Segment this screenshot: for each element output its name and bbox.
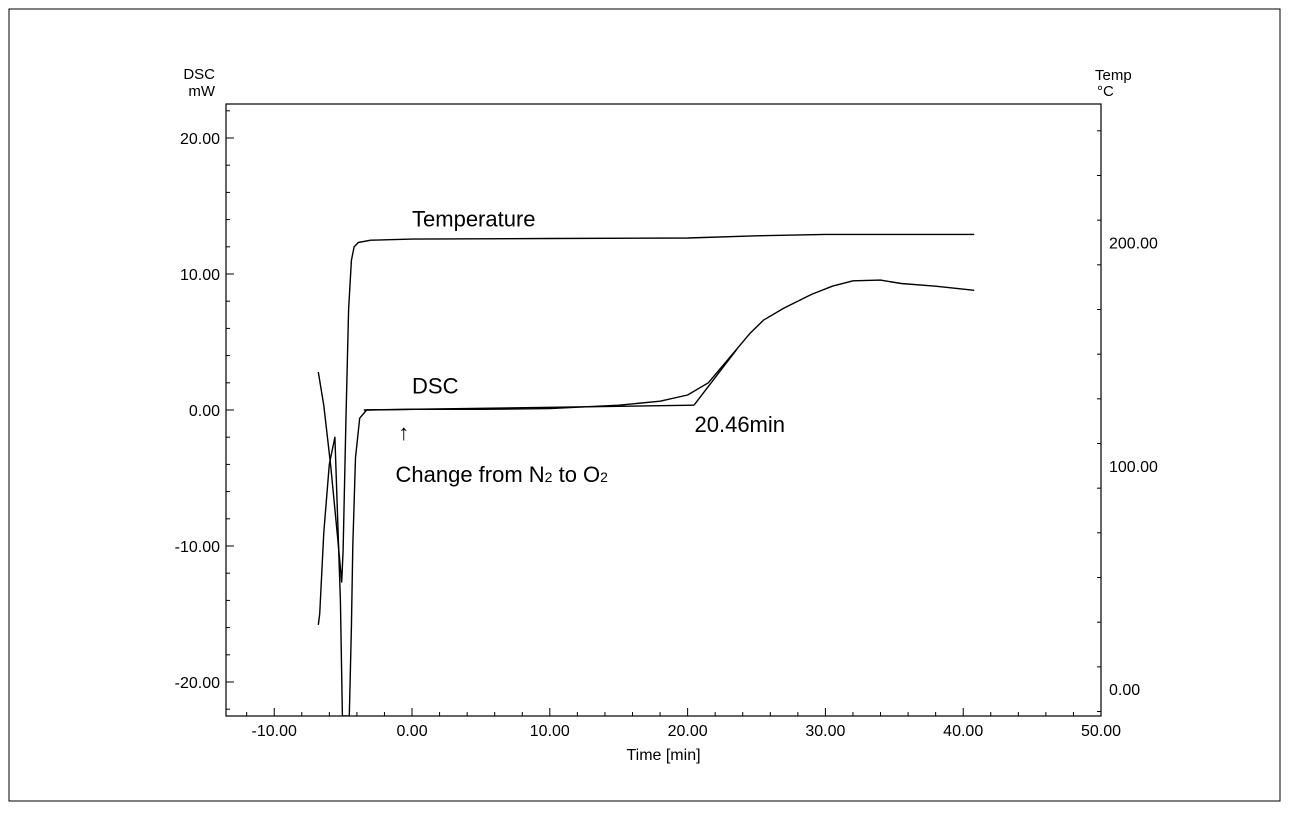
y-left-tick-label: -10.00 (175, 539, 220, 556)
annotation-label: DSC (412, 374, 459, 399)
y-left-tick-label: 10.00 (180, 267, 220, 284)
outer-frame (8, 8, 1281, 802)
y-left-axis-label: DSC (183, 66, 215, 83)
dsc-onset-tangent-line (693, 348, 738, 406)
plot-frame (225, 103, 1102, 717)
x-tick-label: 0.00 (396, 723, 427, 740)
series-layer (317, 233, 975, 716)
y-left-tick-label: -20.00 (175, 675, 220, 692)
x-tick-label: 50.00 (1081, 723, 1121, 740)
x-tick-label: 10.00 (530, 723, 570, 740)
y-right-axis-unit: °C (1097, 83, 1114, 100)
labels-layer: -10.00 0.00 10.00 20.00 30.00 40.00 50.00 20.00… (175, 66, 1158, 764)
dsc-series-line (317, 279, 975, 716)
annotation-label: Change from N2 to O2 (395, 462, 608, 487)
x-tick-label: 40.00 (943, 723, 983, 740)
x-axis-label: Time [min] (626, 747, 700, 764)
y-right-tick-label: 200.00 (1109, 235, 1158, 252)
annotation-label: Temperature (412, 206, 536, 231)
x-tick-label: -10.00 (252, 723, 297, 740)
y-left-tick-label: 0.00 (189, 403, 220, 420)
y-right-tick-label: 0.00 (1109, 682, 1140, 699)
x-tick-label: 30.00 (805, 723, 845, 740)
y-right-axis-label: Temp (1095, 67, 1132, 84)
x-tick-label: 20.00 (668, 723, 708, 740)
y-left-tick-label: 20.00 (180, 131, 220, 148)
y-left-axis-unit: mW (188, 83, 215, 100)
temperature-series-line (317, 233, 975, 583)
ticks-layer (226, 110, 1102, 716)
annotation-layer: Temperature DSC 20.46min Change from N2 to … (395, 206, 785, 487)
y-right-tick-label: 100.00 (1109, 459, 1158, 476)
gas-change-arrow: ↑ (398, 420, 409, 445)
dsc-baseline-line (363, 404, 695, 411)
annotation-label: 20.46min (695, 412, 786, 437)
